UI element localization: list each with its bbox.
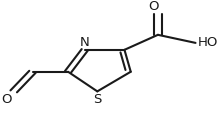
- Text: O: O: [1, 92, 12, 106]
- Text: HO: HO: [198, 36, 218, 49]
- Text: S: S: [93, 93, 101, 106]
- Text: N: N: [80, 36, 90, 49]
- Text: O: O: [149, 1, 159, 13]
